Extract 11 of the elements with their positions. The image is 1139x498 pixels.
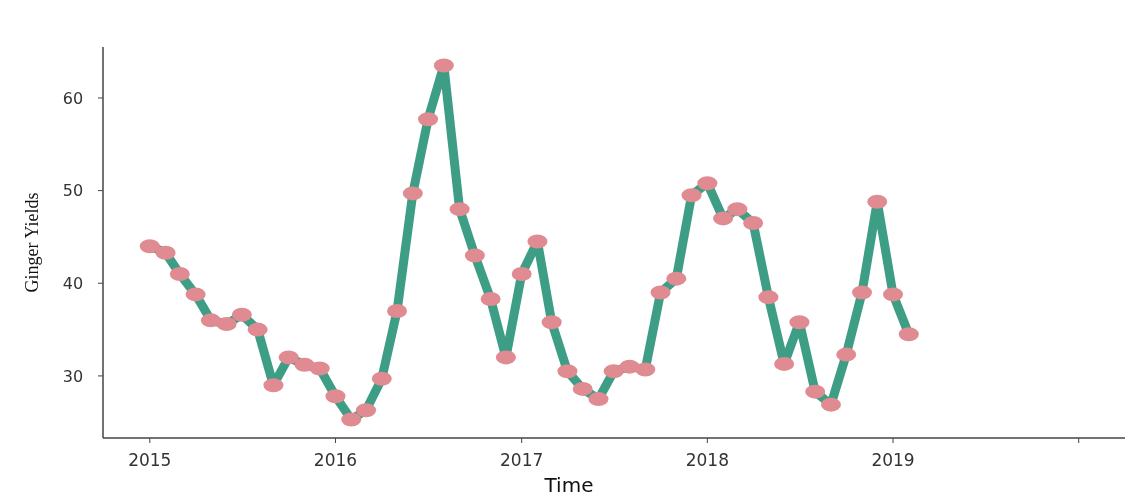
x-axis-title: Time xyxy=(543,473,594,497)
y-tick-label: 60 xyxy=(62,88,84,108)
x-tick-label: 2017 xyxy=(500,450,544,470)
y-axis-title: Ginger Yields xyxy=(22,192,42,293)
y-tick-label: 50 xyxy=(62,181,84,201)
y-tick-label: 40 xyxy=(62,273,84,293)
y-tick-label: 30 xyxy=(62,366,84,386)
x-tick-label: 2018 xyxy=(685,450,729,470)
x-tick-label: 2019 xyxy=(871,450,915,470)
x-tick-label: 2016 xyxy=(313,450,358,470)
x-tick-label: 2015 xyxy=(128,450,172,470)
